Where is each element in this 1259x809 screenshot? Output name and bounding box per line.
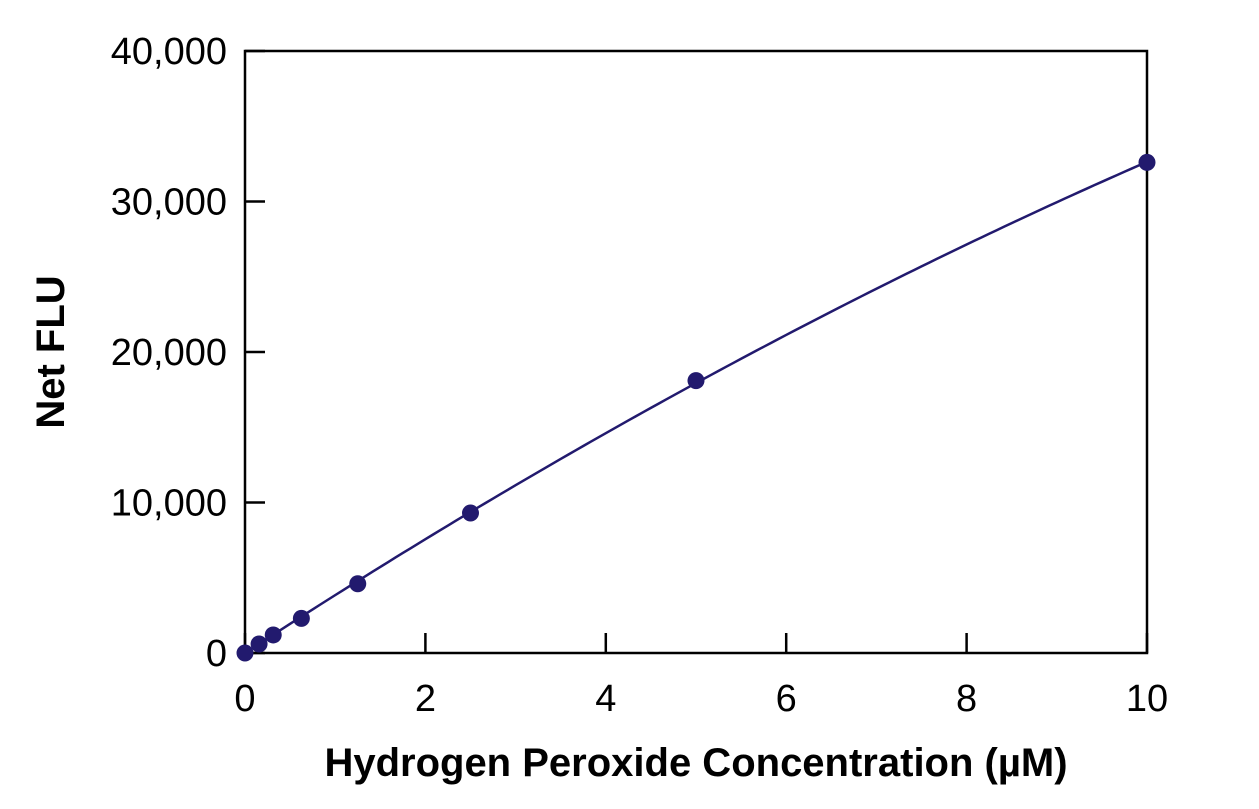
y-axis-ticks: 0 10,000 20,000 30,000 40,000	[111, 31, 265, 675]
data-point	[462, 504, 479, 522]
x-tick-label: 10	[1126, 678, 1168, 720]
x-tick-label: 0	[234, 678, 255, 720]
y-tick-label: 0	[206, 633, 227, 675]
data-point	[292, 609, 310, 627]
data-point	[264, 626, 282, 644]
x-axis-ticks: 0 2 4 6 8 10	[234, 633, 1168, 720]
data-point	[1138, 153, 1156, 171]
y-tick-label: 40,000	[111, 31, 227, 73]
x-tick-label: 8	[956, 678, 977, 720]
data-point	[349, 575, 367, 593]
data-point	[236, 644, 254, 662]
y-axis-title: Net FLU	[29, 275, 73, 428]
x-tick-label: 2	[415, 678, 436, 720]
fit-curve	[244, 160, 1148, 655]
x-axis-title: Hydrogen Peroxide Concentration (µM)	[324, 741, 1067, 785]
y-tick-label: 10,000	[111, 483, 227, 525]
x-tick-label: 6	[776, 678, 797, 720]
x-tick-label: 4	[595, 678, 616, 720]
plot-area	[243, 49, 1149, 655]
data-point	[687, 372, 705, 390]
y-tick-label: 20,000	[111, 332, 227, 374]
data-point	[250, 635, 268, 653]
y-tick-label: 30,000	[111, 182, 227, 224]
series-layer	[236, 153, 1156, 662]
